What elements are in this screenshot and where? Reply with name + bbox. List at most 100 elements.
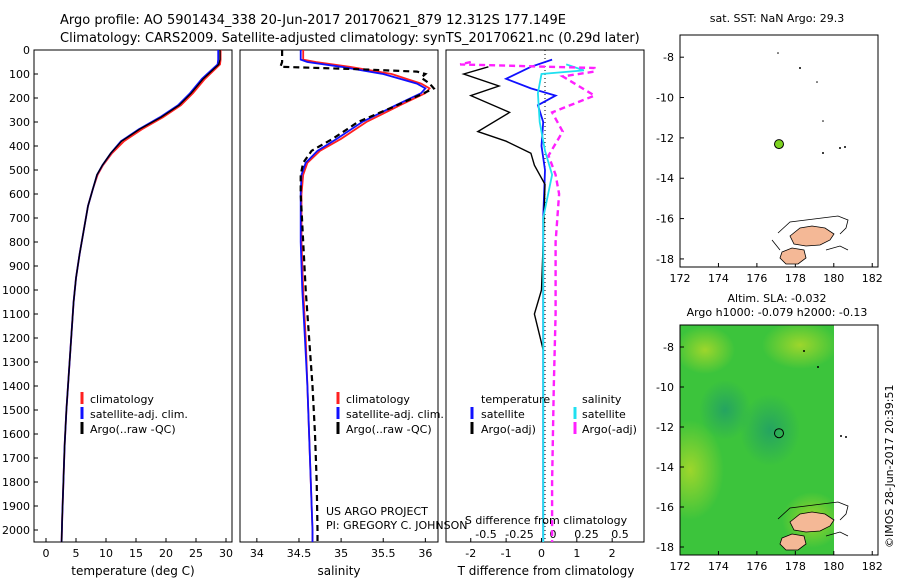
depth-tick-label: 1500 bbox=[2, 404, 30, 417]
salinity-x-axis: 34 34.5 35 35.5 36 bbox=[250, 538, 432, 560]
x-tick-label: 20 bbox=[159, 547, 173, 560]
lon-tick-label: 172 bbox=[670, 560, 691, 573]
s-tick-label: 0.5 bbox=[611, 528, 629, 541]
sla-map-frame bbox=[679, 324, 879, 556]
credits-pi: PI: GREGORY C. JOHNSON bbox=[326, 519, 467, 532]
x-tick-label: 36 bbox=[418, 547, 432, 560]
depth-tick-label: 1000 bbox=[2, 284, 30, 297]
depth-tick-label: 1400 bbox=[2, 380, 30, 393]
difference-panel: -2 -1 0 1 2 -0.5 -0.25 0 0.25 0.5 T difference f… bbox=[445, 49, 645, 578]
x-tick-label: 10 bbox=[99, 547, 113, 560]
lon-tick-label: 176 bbox=[746, 272, 767, 285]
temperature-x-axis: 0 5 10 15 20 25 30 bbox=[43, 538, 233, 560]
temperature-xlabel: temperature (deg C) bbox=[71, 564, 194, 578]
depth-tick-label: 100 bbox=[9, 68, 30, 81]
x-tick-label: 0 bbox=[43, 547, 50, 560]
x-tick-label: -1 bbox=[501, 547, 512, 560]
x-tick-label: 34.5 bbox=[287, 547, 312, 560]
lat-tick-label: -18 bbox=[656, 541, 674, 554]
difference-axes-frame bbox=[445, 49, 645, 543]
depth-tick-label: 0 bbox=[23, 44, 30, 57]
depth-tick-label: 200 bbox=[9, 92, 30, 105]
temperature-panel: 0100200300400500600700800900100011001200… bbox=[2, 44, 233, 578]
sla-map-islands bbox=[777, 350, 849, 551]
lat-tick-label: -16 bbox=[656, 213, 674, 226]
depth-tick-label: 400 bbox=[9, 140, 30, 153]
salinity-lines bbox=[278, 50, 436, 542]
depth-tick-label: 1200 bbox=[2, 332, 30, 345]
series-argo-raw-qc bbox=[278, 50, 436, 542]
depth-tick-label: 1800 bbox=[2, 476, 30, 489]
x-tick-label: 25 bbox=[189, 547, 203, 560]
series-satellite-adj-clim bbox=[60, 50, 220, 543]
x-tick-label: 35 bbox=[334, 547, 348, 560]
argo-float-marker bbox=[774, 139, 784, 150]
depth-tick-label: 2000 bbox=[2, 524, 30, 537]
legend-argo-label: Argo(..raw -QC) bbox=[90, 423, 176, 436]
legend2-climatology-label: climatology bbox=[346, 393, 410, 406]
lat-tick-label: -14 bbox=[656, 172, 674, 185]
lat-tick-label: -12 bbox=[656, 132, 674, 145]
sst-map-frame bbox=[679, 34, 879, 268]
x-tick-label: 35.5 bbox=[371, 547, 396, 560]
legend3-t-argo-label: Argo(-adj) bbox=[481, 423, 536, 436]
s-tick-label: -0.25 bbox=[505, 528, 533, 541]
x-tick-label: 5 bbox=[73, 547, 80, 560]
legend-climatology-label: climatology bbox=[90, 393, 154, 406]
series-climatology bbox=[300, 50, 432, 542]
salinity-legend: climatology satellite-adj. clim. Argo(..… bbox=[336, 392, 444, 436]
depth-tick-label: 700 bbox=[9, 212, 30, 225]
depth-tick-label: 1900 bbox=[2, 500, 30, 513]
lon-tick-label: 178 bbox=[785, 272, 806, 285]
x-tick-label: 2 bbox=[609, 547, 616, 560]
lat-tick-label: -16 bbox=[656, 501, 674, 514]
series-s-satellite bbox=[536, 63, 585, 542]
series-climatology bbox=[60, 50, 222, 543]
lon-tick-label: 182 bbox=[862, 272, 883, 285]
argo-float-marker-2 bbox=[774, 428, 784, 439]
land-vanua-levu-2 bbox=[779, 533, 807, 551]
lat-tick-label: -18 bbox=[656, 253, 674, 266]
legend3-t-satellite-label: satellite bbox=[481, 408, 525, 421]
header-line2: Climatology: CARS2009. Satellite-adjuste… bbox=[60, 31, 640, 46]
salinity-panel: 34 34.5 35 35.5 36 salinity climatology sate… bbox=[239, 49, 467, 578]
legend3-temperature-heading: temperature bbox=[481, 393, 550, 406]
x-tick-label: 30 bbox=[219, 547, 233, 560]
series-s-argo-adj bbox=[459, 60, 598, 542]
imos-timestamp: ©IMOS 28-Jun-2017 20:39:51 bbox=[883, 384, 896, 548]
depth-tick-label: 1600 bbox=[2, 428, 30, 441]
salinity-axes-frame bbox=[239, 49, 439, 543]
sla-map: Altim. SLA: -0.032 Argo h1000: -0.079 h2… bbox=[656, 292, 883, 573]
reef-outline bbox=[771, 215, 849, 251]
lat-tick-label: -8 bbox=[663, 341, 674, 354]
lon-tick-label: 178 bbox=[785, 560, 806, 573]
legend2-satellite-label: satellite-adj. clim. bbox=[346, 408, 444, 421]
temperature-axes-frame bbox=[33, 49, 233, 543]
x-tick-label: 34 bbox=[250, 547, 264, 560]
lon-tick-label: 174 bbox=[708, 560, 729, 573]
x-tick-label: 0 bbox=[538, 547, 545, 560]
depth-tick-label: 800 bbox=[9, 236, 30, 249]
sla-field-texture bbox=[680, 325, 834, 548]
x-tick-label: 15 bbox=[129, 547, 143, 560]
reef-outline-2 bbox=[777, 501, 849, 537]
depth-tick-label: 600 bbox=[9, 188, 30, 201]
legend3-s-satellite-label: satellite bbox=[582, 408, 626, 421]
header-line1: Argo profile: AO 5901434_338 20-Jun-2017… bbox=[60, 13, 566, 28]
series-satellite bbox=[503, 58, 558, 542]
lat-tick-label: -8 bbox=[663, 51, 674, 64]
x-tick-label: -2 bbox=[465, 547, 476, 560]
lat-tick-label: -10 bbox=[656, 381, 674, 394]
land-vanua-levu bbox=[779, 247, 807, 265]
lon-tick-label: 174 bbox=[708, 272, 729, 285]
sla-map-axes: 172 174 176 178 180 182 -8 -10 -12 -14 -16 -18 bbox=[656, 341, 883, 573]
s-difference-xlabel: S difference from climatology bbox=[465, 514, 628, 527]
sst-map-title: sat. SST: NaN Argo: 29.3 bbox=[710, 12, 844, 25]
depth-tick-label: 1700 bbox=[2, 452, 30, 465]
difference-legend: temperature satellite Argo(-adj) salinit… bbox=[470, 393, 637, 436]
legend3-s-argo-label: Argo(-adj) bbox=[582, 423, 637, 436]
legend2-argo-label: Argo(..raw -QC) bbox=[346, 423, 432, 436]
sst-map-islands bbox=[771, 52, 849, 265]
depth-tick-label: 900 bbox=[9, 260, 30, 273]
